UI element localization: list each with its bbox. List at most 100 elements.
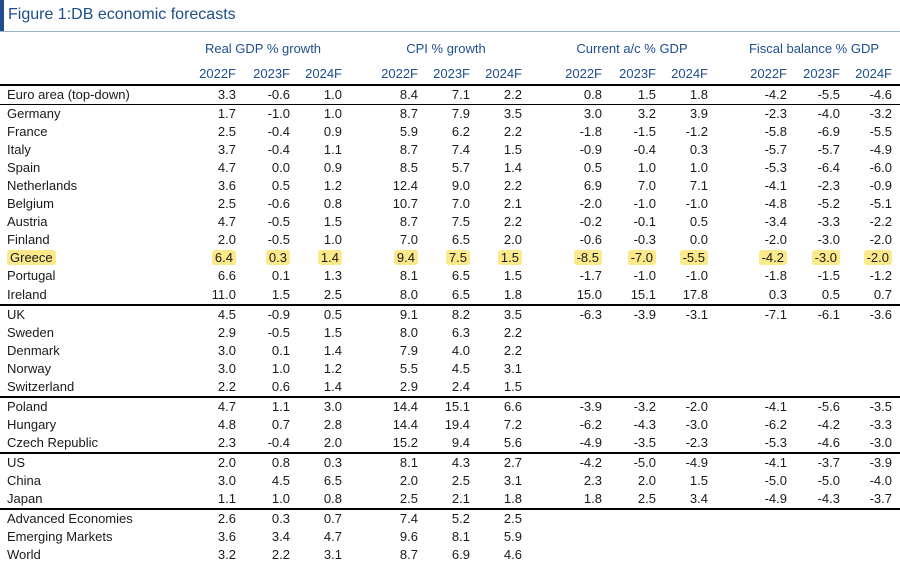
table-cell: -4.2	[579, 454, 602, 470]
table-cell: 2.2	[503, 342, 522, 358]
table-cell: 17.8	[682, 286, 708, 302]
table-cell: 7.4	[399, 511, 418, 527]
table-row: China 3.0 4.5 6.5 2.0 2.5 3.1 2.3 2.0 1.5 -5.0 -5.0…	[0, 472, 900, 490]
row-label: Netherlands	[7, 178, 78, 194]
table-cell: 2.2	[503, 214, 522, 230]
table-row: Japan 1.1 1.0 0.8 2.5 2.1 1.8 1.8 2.5 3.4 -4.9 -4.3…	[0, 490, 900, 509]
table-cell: 3.0	[217, 342, 236, 358]
table-cell: -5.5	[869, 124, 892, 140]
table-cell: 12.4	[392, 178, 418, 194]
table-cell: 2.2	[503, 87, 522, 103]
table-cell: 0.0	[689, 232, 708, 248]
row-label: Greece	[7, 250, 56, 266]
table-cell: 1.0	[323, 87, 342, 103]
table-cell: 14.4	[392, 398, 418, 414]
table-cell: -4.1	[764, 398, 787, 414]
table-cell: -6.0	[869, 160, 892, 176]
table-cell: -4.1	[764, 178, 787, 194]
table-cell: 2.0	[323, 434, 342, 450]
table-cell: 1.0	[637, 160, 656, 176]
row-label: Japan	[7, 491, 43, 507]
table-cell: 1.5	[497, 250, 522, 266]
table-row: Poland 4.7 1.1 3.0 14.4 15.1 6.6 -3.9 -3.2 -2.0 -4…	[0, 395, 900, 416]
table-cell: -5.5	[817, 87, 840, 103]
table-cell: 2.1	[503, 196, 522, 212]
table-cell: 8.7	[399, 106, 418, 122]
table-cell: -6.4	[817, 160, 840, 176]
table-cell: 8.7	[399, 214, 418, 230]
table-cell: 7.1	[451, 87, 470, 103]
row-label: Emerging Markets	[7, 529, 113, 545]
table-cell: 6.5	[451, 232, 470, 248]
table-cell: 11.0	[211, 286, 236, 302]
table-cell: 1.8	[503, 491, 522, 507]
table-cell: -1.0	[685, 196, 708, 212]
table-row: Germany 1.7 -1.0 1.0 8.7 7.9 3.5 3.0 3.2 3.9 -2.3 -…	[0, 104, 900, 124]
table-cell: 4.3	[451, 454, 470, 470]
table-cell: 0.1	[271, 268, 290, 284]
row-label: Denmark	[7, 342, 60, 358]
table-cell: 8.7	[399, 142, 418, 158]
table-cell: 3.6	[217, 178, 236, 194]
table-cell: -3.0	[811, 250, 840, 266]
table-cell: 7.9	[399, 342, 418, 358]
table-cell: -3.0	[869, 434, 892, 450]
table-cell: -8.5	[573, 250, 602, 266]
table-cell: 8.1	[451, 529, 470, 545]
table-row: Ireland 11.0 1.5 2.5 8.0 6.5 1.8 15.0 15.1 17.8 0.…	[0, 286, 900, 305]
table-cell: -0.6	[267, 196, 290, 212]
table-cell: 10.7	[392, 196, 418, 212]
table-row: Belgium 2.5 -0.6 0.8 10.7 7.0 2.1 -2.0 -1.0 -1.0 -…	[0, 195, 900, 213]
table-cell: 15.1	[444, 398, 470, 414]
table-cell: 2.3	[583, 473, 602, 488]
year-column-header: 2022F	[381, 66, 418, 81]
table-row: Emerging Markets 3.6 3.4 4.7 9.6 8.1 5.9	[0, 528, 900, 546]
column-group-header: CPI % growth	[406, 41, 486, 56]
table-row: Netherlands 3.6 0.5 1.2 12.4 9.0 2.2 6.9 7.0 7.1 -…	[0, 177, 900, 195]
table-cell: 1.1	[323, 142, 342, 158]
table-cell: -3.9	[579, 398, 602, 414]
table-cell: 3.5	[503, 106, 522, 122]
table-cell: 4.8	[217, 416, 236, 432]
table-cell: -0.4	[267, 434, 290, 450]
table-cell: -1.7	[579, 268, 602, 284]
table-cell: 7.4	[451, 142, 470, 158]
year-column-header: 2023F	[433, 66, 470, 81]
table-cell: 6.2	[451, 124, 470, 140]
table-cell: 1.5	[323, 214, 342, 230]
table-cell: -2.0	[764, 232, 787, 248]
table-cell: 1.0	[689, 160, 708, 176]
forecast-table-body: Euro area (top-down) 3.3 -0.6 1.0 8.4 7.1 2.2 0…	[0, 84, 900, 564]
table-cell: 5.5	[399, 360, 418, 376]
table-cell: 2.2	[503, 324, 522, 340]
table-cell: 3.2	[637, 106, 656, 122]
table-cell: -4.2	[764, 87, 787, 103]
table-cell: 4.5	[451, 360, 470, 376]
table-cell: 8.2	[451, 306, 470, 322]
table-cell: 2.1	[451, 491, 470, 507]
table-cell: -6.3	[579, 306, 602, 322]
column-group-header: Fiscal balance % GDP	[748, 41, 880, 56]
table-cell: 1.8	[583, 491, 602, 507]
table-cell: 1.8	[689, 87, 708, 103]
table-cell: 0.6	[271, 378, 290, 394]
table-cell: -3.6	[869, 306, 892, 322]
table-cell: 2.5	[637, 491, 656, 507]
year-column-header: 2024F	[855, 66, 892, 81]
table-cell: -4.1	[764, 454, 787, 470]
table-cell: 7.0	[637, 178, 656, 194]
table-row: UK 4.5 -0.9 0.5 9.1 8.2 3.5 -6.3 -3.9 -3.1 -7.1 -6.…	[0, 303, 900, 324]
year-column-header: 2022F	[565, 66, 602, 81]
table-cell: 1.0	[271, 491, 290, 507]
table-cell: 3.2	[217, 547, 236, 563]
table-cell: -3.0	[817, 232, 840, 248]
table-cell: -6.2	[579, 416, 602, 432]
table-cell: -6.2	[764, 416, 787, 432]
table-cell: -5.1	[869, 196, 892, 212]
table-cell: 7.0	[399, 232, 418, 248]
table-cell: 2.4	[451, 378, 470, 394]
table-cell: -0.5	[267, 324, 290, 340]
year-column-header: 2024F	[305, 66, 342, 81]
table-cell: 7.9	[451, 106, 470, 122]
table-cell: 9.1	[399, 306, 418, 322]
